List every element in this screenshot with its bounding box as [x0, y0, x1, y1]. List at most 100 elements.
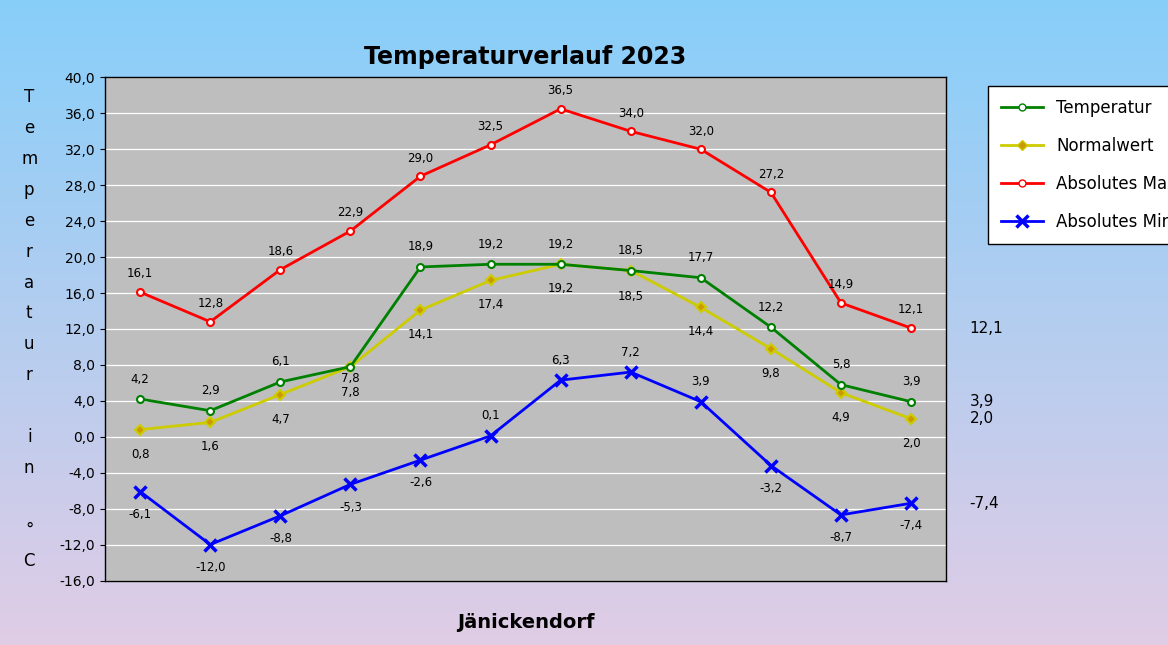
Text: 14,9: 14,9	[828, 278, 854, 292]
Text: 32,5: 32,5	[478, 120, 503, 133]
Text: -2,6: -2,6	[409, 476, 432, 490]
Text: 27,2: 27,2	[758, 168, 784, 181]
Normalwert	[273, 391, 287, 399]
Text: T: T	[25, 88, 34, 106]
Text: -7,4: -7,4	[899, 519, 923, 532]
Absolutes Min	[554, 376, 568, 384]
Text: -6,1: -6,1	[128, 508, 152, 521]
Text: 9,8: 9,8	[762, 366, 780, 380]
Text: C: C	[23, 552, 35, 570]
Text: 0,1: 0,1	[481, 410, 500, 422]
Text: 14,4: 14,4	[688, 325, 714, 339]
Text: 4,9: 4,9	[832, 411, 850, 424]
Legend: Temperatur, Normalwert, Absolutes Max, Absolutes Min: Temperatur, Normalwert, Absolutes Max, A…	[988, 86, 1168, 244]
Absolutes Min	[413, 456, 427, 464]
Text: 6,1: 6,1	[271, 355, 290, 368]
Temperatur	[343, 362, 357, 370]
Text: 7,8: 7,8	[341, 386, 360, 399]
Text: 6,3: 6,3	[551, 353, 570, 366]
Absolutes Min	[694, 398, 708, 406]
Absolutes Max	[203, 318, 217, 326]
Normalwert	[484, 277, 498, 284]
Absolutes Max	[904, 324, 918, 332]
Text: u: u	[25, 335, 34, 353]
Text: 18,5: 18,5	[618, 244, 644, 257]
Text: 3,9: 3,9	[691, 375, 710, 388]
Absolutes Max	[624, 128, 638, 135]
Text: 19,2: 19,2	[478, 238, 503, 251]
Text: 2,0: 2,0	[902, 437, 920, 450]
Text: °: °	[25, 521, 34, 539]
Text: -8,7: -8,7	[829, 531, 853, 544]
Text: -12,0: -12,0	[195, 561, 225, 574]
Absolutes Max	[343, 227, 357, 235]
Text: 3,9: 3,9	[902, 375, 920, 388]
Absolutes Min	[343, 481, 357, 488]
Text: 22,9: 22,9	[338, 206, 363, 219]
Text: 12,2: 12,2	[758, 301, 784, 313]
Temperatur	[554, 261, 568, 268]
Normalwert	[764, 345, 778, 353]
Absolutes Max	[834, 299, 848, 307]
Normalwert	[624, 266, 638, 274]
Temperatur	[133, 395, 147, 403]
Text: m: m	[21, 150, 37, 168]
Text: e: e	[25, 119, 34, 137]
Temperatur	[694, 274, 708, 282]
Line: Temperatur: Temperatur	[137, 261, 915, 414]
Text: 2,0: 2,0	[969, 412, 994, 426]
Temperatur	[764, 323, 778, 331]
Text: 19,2: 19,2	[548, 283, 573, 295]
Normalwert	[413, 306, 427, 314]
Text: 1,6: 1,6	[201, 441, 220, 453]
Text: 29,0: 29,0	[408, 152, 433, 164]
Absolutes Min	[904, 499, 918, 507]
Text: 16,1: 16,1	[127, 268, 153, 281]
Absolutes Max	[694, 145, 708, 153]
Text: e: e	[25, 212, 34, 230]
Absolutes Min	[764, 462, 778, 470]
Absolutes Min	[624, 368, 638, 376]
Absolutes Max	[764, 188, 778, 196]
Text: i: i	[27, 428, 32, 446]
Text: 14,1: 14,1	[408, 328, 433, 341]
Absolutes Max	[413, 172, 427, 180]
Text: 5,8: 5,8	[832, 358, 850, 371]
Temperatur	[904, 398, 918, 406]
Absolutes Max	[273, 266, 287, 273]
Absolutes Min	[834, 511, 848, 519]
Text: 34,0: 34,0	[618, 106, 644, 119]
Text: r: r	[26, 366, 33, 384]
Text: 18,5: 18,5	[618, 290, 644, 303]
Temperatur	[484, 261, 498, 268]
Line: Absolutes Max: Absolutes Max	[137, 105, 915, 332]
Text: a: a	[25, 273, 34, 292]
Normalwert	[343, 362, 357, 370]
Normalwert	[554, 261, 568, 268]
Absolutes Max	[133, 288, 147, 296]
Line: Absolutes Min: Absolutes Min	[134, 366, 917, 550]
Absolutes Max	[554, 105, 568, 113]
Normalwert	[904, 415, 918, 422]
Text: 4,7: 4,7	[271, 413, 290, 426]
Temperatur	[273, 378, 287, 386]
Text: t: t	[26, 304, 33, 322]
Text: -3,2: -3,2	[759, 482, 783, 495]
Text: 3,9: 3,9	[969, 394, 994, 409]
Text: 17,7: 17,7	[688, 252, 714, 264]
Text: 4,2: 4,2	[131, 373, 150, 386]
Text: 19,2: 19,2	[548, 238, 573, 251]
Absolutes Min	[203, 541, 217, 548]
Text: r: r	[26, 243, 33, 261]
Temperatur	[413, 263, 427, 271]
Normalwert	[203, 419, 217, 426]
Text: 0,8: 0,8	[131, 448, 150, 461]
Text: 36,5: 36,5	[548, 84, 573, 97]
Text: 2,9: 2,9	[201, 384, 220, 397]
Text: 12,1: 12,1	[898, 303, 924, 317]
Text: 18,6: 18,6	[267, 245, 293, 258]
Text: 12,1: 12,1	[969, 321, 1003, 335]
Text: -7,4: -7,4	[969, 496, 999, 511]
Temperatur	[203, 407, 217, 415]
Temperatur	[834, 381, 848, 388]
